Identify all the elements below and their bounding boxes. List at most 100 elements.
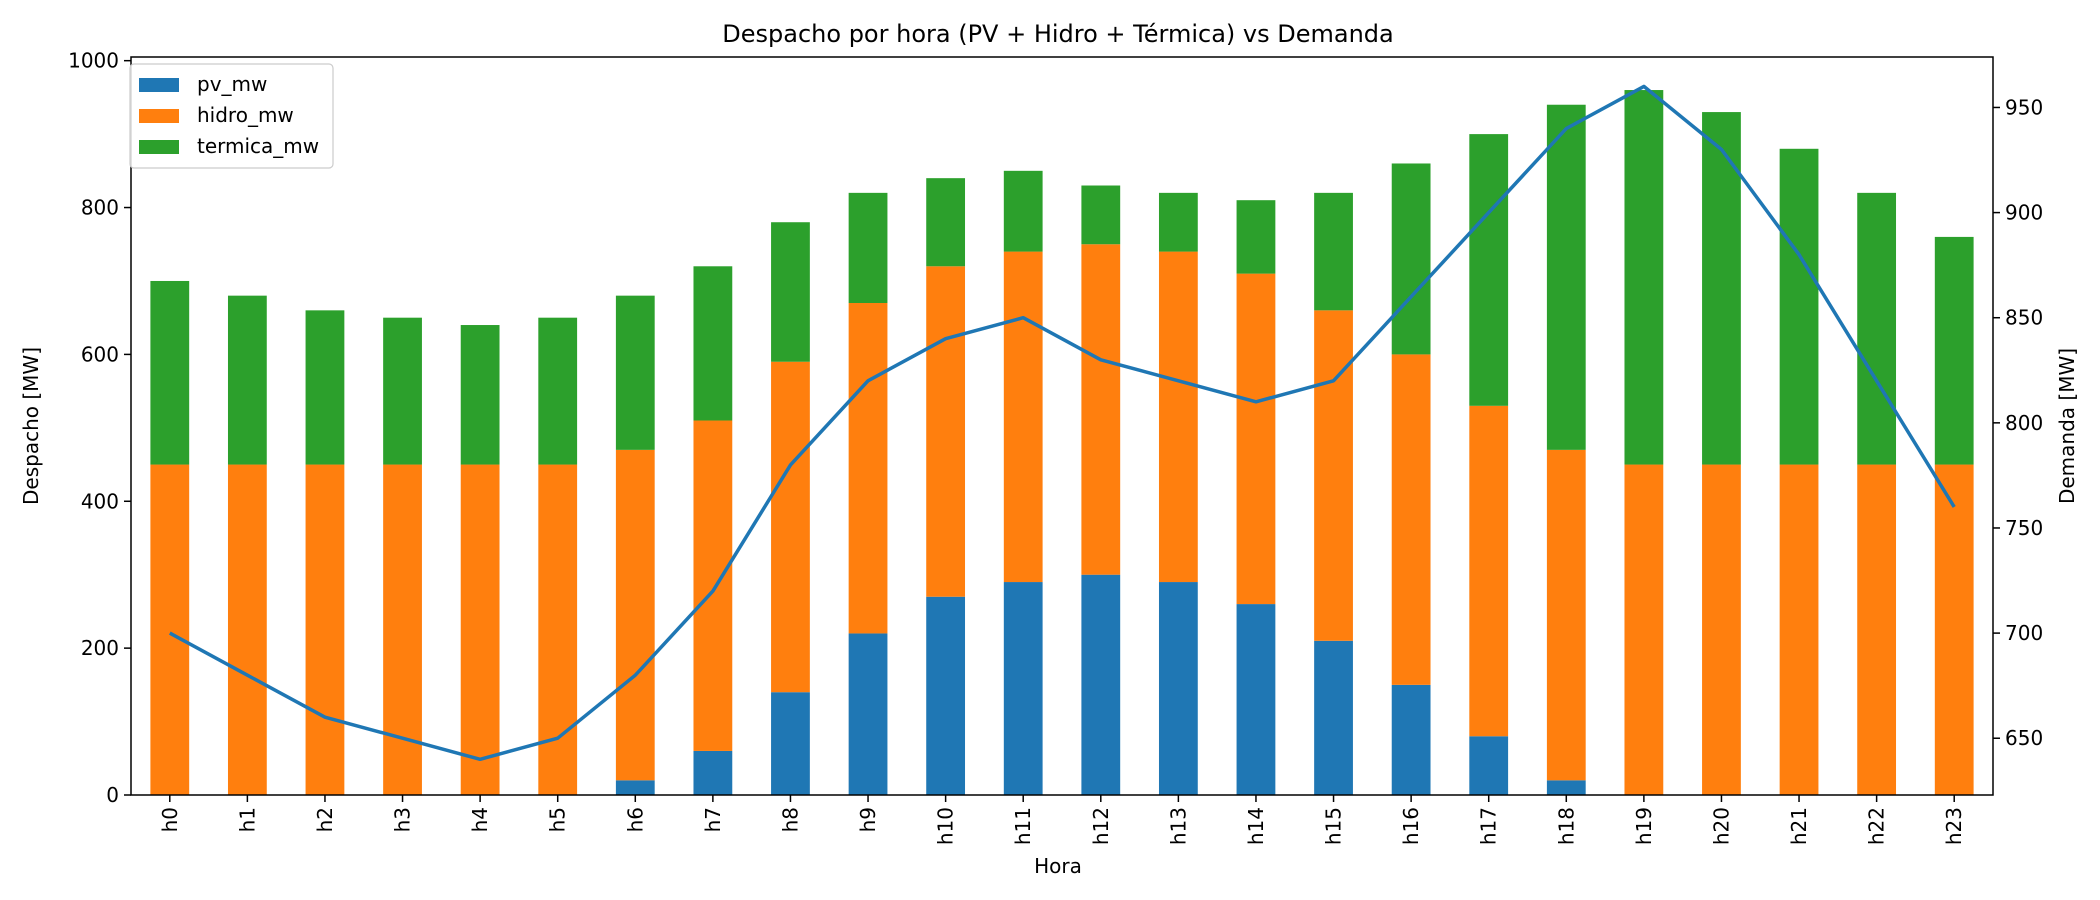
chart-title: Despacho por hora (PV + Hidro + Térmica)… [722, 20, 1393, 48]
x-tick-label-h2: h2 [313, 807, 337, 832]
bar-pv_mw-h14 [1236, 604, 1276, 795]
bar-hidro_mw-h5 [538, 464, 578, 795]
x-tick-label-h14: h14 [1244, 807, 1268, 845]
x-axis-title: Hora [1034, 854, 1082, 878]
x-tick-label-h18: h18 [1554, 807, 1578, 845]
bar-hidro_mw-h11 [1003, 251, 1043, 583]
x-tick-label-h22: h22 [1865, 807, 1889, 845]
legend-label-termica_mw: termica_mw [197, 134, 319, 158]
x-tick-label-h20: h20 [1709, 807, 1733, 845]
demand-line-layer [168, 84, 1956, 762]
bar-termica_mw-h8 [771, 222, 810, 362]
bar-pv_mw-h13 [1158, 582, 1198, 795]
x-tick-label-h0: h0 [158, 807, 182, 832]
bar-hidro_mw-h1 [227, 464, 267, 795]
right-y-axis: 650 700 750 800 850 900 950 [1993, 95, 2043, 750]
x-tick-label-h21: h21 [1787, 807, 1811, 845]
bar-hidro_mw-h7 [693, 420, 733, 751]
left-y-axis: 0 200 400 600 800 1000 [68, 49, 131, 807]
bar-pv_mw-h9 [848, 633, 888, 795]
x-tick-label-h8: h8 [778, 807, 802, 832]
legend-box [129, 63, 334, 169]
bar-termica_mw-h2 [305, 310, 345, 465]
bar-pv_mw-h11 [1003, 582, 1043, 795]
x-tick-label-h17: h17 [1477, 807, 1501, 845]
bar-pv_mw-h8 [771, 692, 810, 795]
bar-termica_mw-h9 [848, 192, 888, 303]
bar-hidro_mw-h8 [771, 361, 810, 693]
x-tick-label-h1: h1 [235, 807, 259, 832]
bar-hidro_mw-h16 [1391, 354, 1431, 685]
legend: pv_mw hidro_mw termica_mw [129, 63, 334, 169]
bar-termica_mw-h18 [1546, 104, 1586, 450]
bar-termica_mw-h15 [1314, 192, 1353, 311]
left-y-tick-label: 400 [81, 489, 119, 513]
bar-termica_mw-h20 [1702, 112, 1741, 465]
bar-pv_mw-h18 [1546, 780, 1586, 795]
bar-hidro_mw-h10 [926, 266, 966, 597]
legend-swatch-termica_mw [139, 140, 179, 154]
bar-pv_mw-h7 [693, 750, 733, 795]
bar-termica_mw-h4 [460, 325, 500, 465]
bar-hidro_mw-h13 [1158, 251, 1198, 583]
bar-termica_mw-h12 [1081, 185, 1121, 245]
bar-termica_mw-h14 [1236, 200, 1276, 274]
right-y-tick-label: 850 [2005, 306, 2043, 330]
bar-hidro_mw-h23 [1934, 464, 1974, 795]
bar-hidro_mw-h14 [1236, 273, 1276, 605]
right-y-axis-title: Demanda [MW] [2055, 348, 2079, 504]
x-tick-label-h23: h23 [1942, 807, 1966, 845]
left-y-axis-title: Despacho [MW] [19, 347, 43, 505]
left-y-tick-label: 1000 [68, 49, 119, 73]
bar-hidro_mw-h9 [848, 303, 888, 634]
x-tick-label-h19: h19 [1632, 807, 1656, 845]
bar-hidro_mw-h6 [615, 449, 655, 781]
bar-termica_mw-h10 [926, 178, 966, 267]
right-y-tick-label: 950 [2005, 95, 2043, 119]
bar-pv_mw-h16 [1391, 684, 1431, 795]
x-tick-label-h15: h15 [1322, 807, 1346, 845]
bar-termica_mw-h16 [1391, 163, 1431, 355]
right-y-tick-label: 800 [2005, 411, 2043, 435]
bar-termica_mw-h3 [383, 317, 422, 465]
x-tick-label-h16: h16 [1399, 807, 1423, 845]
x-tick-label-h6: h6 [623, 807, 647, 832]
right-y-tick-label: 750 [2005, 516, 2043, 540]
bar-termica_mw-h17 [1469, 134, 1509, 406]
bar-termica_mw-h7 [693, 266, 733, 421]
x-axis: h0 h1 h2 h3 h4 h5 h6 h7 h8 h9 h10 h11 h12 h13 h14 h15 h1… [158, 795, 1966, 845]
x-tick-label-h4: h4 [468, 807, 492, 832]
bar-hidro_mw-h12 [1081, 244, 1121, 575]
legend-swatch-hidro_mw [139, 109, 179, 123]
bar-hidro_mw-h2 [305, 464, 345, 795]
plot-frame [130, 56, 1994, 796]
bar-termica_mw-h1 [227, 295, 267, 465]
bar-hidro_mw-h20 [1702, 464, 1741, 795]
bar-pv_mw-h17 [1469, 736, 1509, 795]
left-y-tick-label: 0 [106, 783, 119, 807]
bar-hidro_mw-h17 [1469, 405, 1509, 737]
legend-swatch-pv_mw [139, 78, 179, 92]
left-y-tick-label: 800 [81, 196, 119, 220]
x-tick-label-h11: h11 [1011, 807, 1035, 845]
demand-line [168, 84, 1956, 762]
x-tick-label-h13: h13 [1166, 807, 1190, 845]
bar-termica_mw-h22 [1857, 192, 1897, 465]
bar-hidro_mw-h3 [383, 464, 422, 795]
bar-termica_mw-h23 [1934, 236, 1974, 465]
x-tick-label-h3: h3 [391, 807, 415, 832]
bar-termica_mw-h21 [1779, 148, 1819, 465]
right-y-tick-label: 900 [2005, 201, 2043, 225]
x-tick-label-h7: h7 [701, 807, 725, 832]
bar-hidro_mw-h18 [1546, 449, 1586, 781]
bar-termica_mw-h5 [538, 317, 578, 465]
legend-label-pv_mw: pv_mw [197, 72, 267, 96]
bar-termica_mw-h0 [150, 280, 190, 465]
bar-pv_mw-h10 [926, 596, 966, 795]
bar-hidro_mw-h19 [1624, 464, 1664, 795]
x-tick-label-h9: h9 [856, 807, 880, 832]
bar-termica_mw-h13 [1158, 192, 1198, 252]
legend-label-hidro_mw: hidro_mw [197, 103, 294, 127]
